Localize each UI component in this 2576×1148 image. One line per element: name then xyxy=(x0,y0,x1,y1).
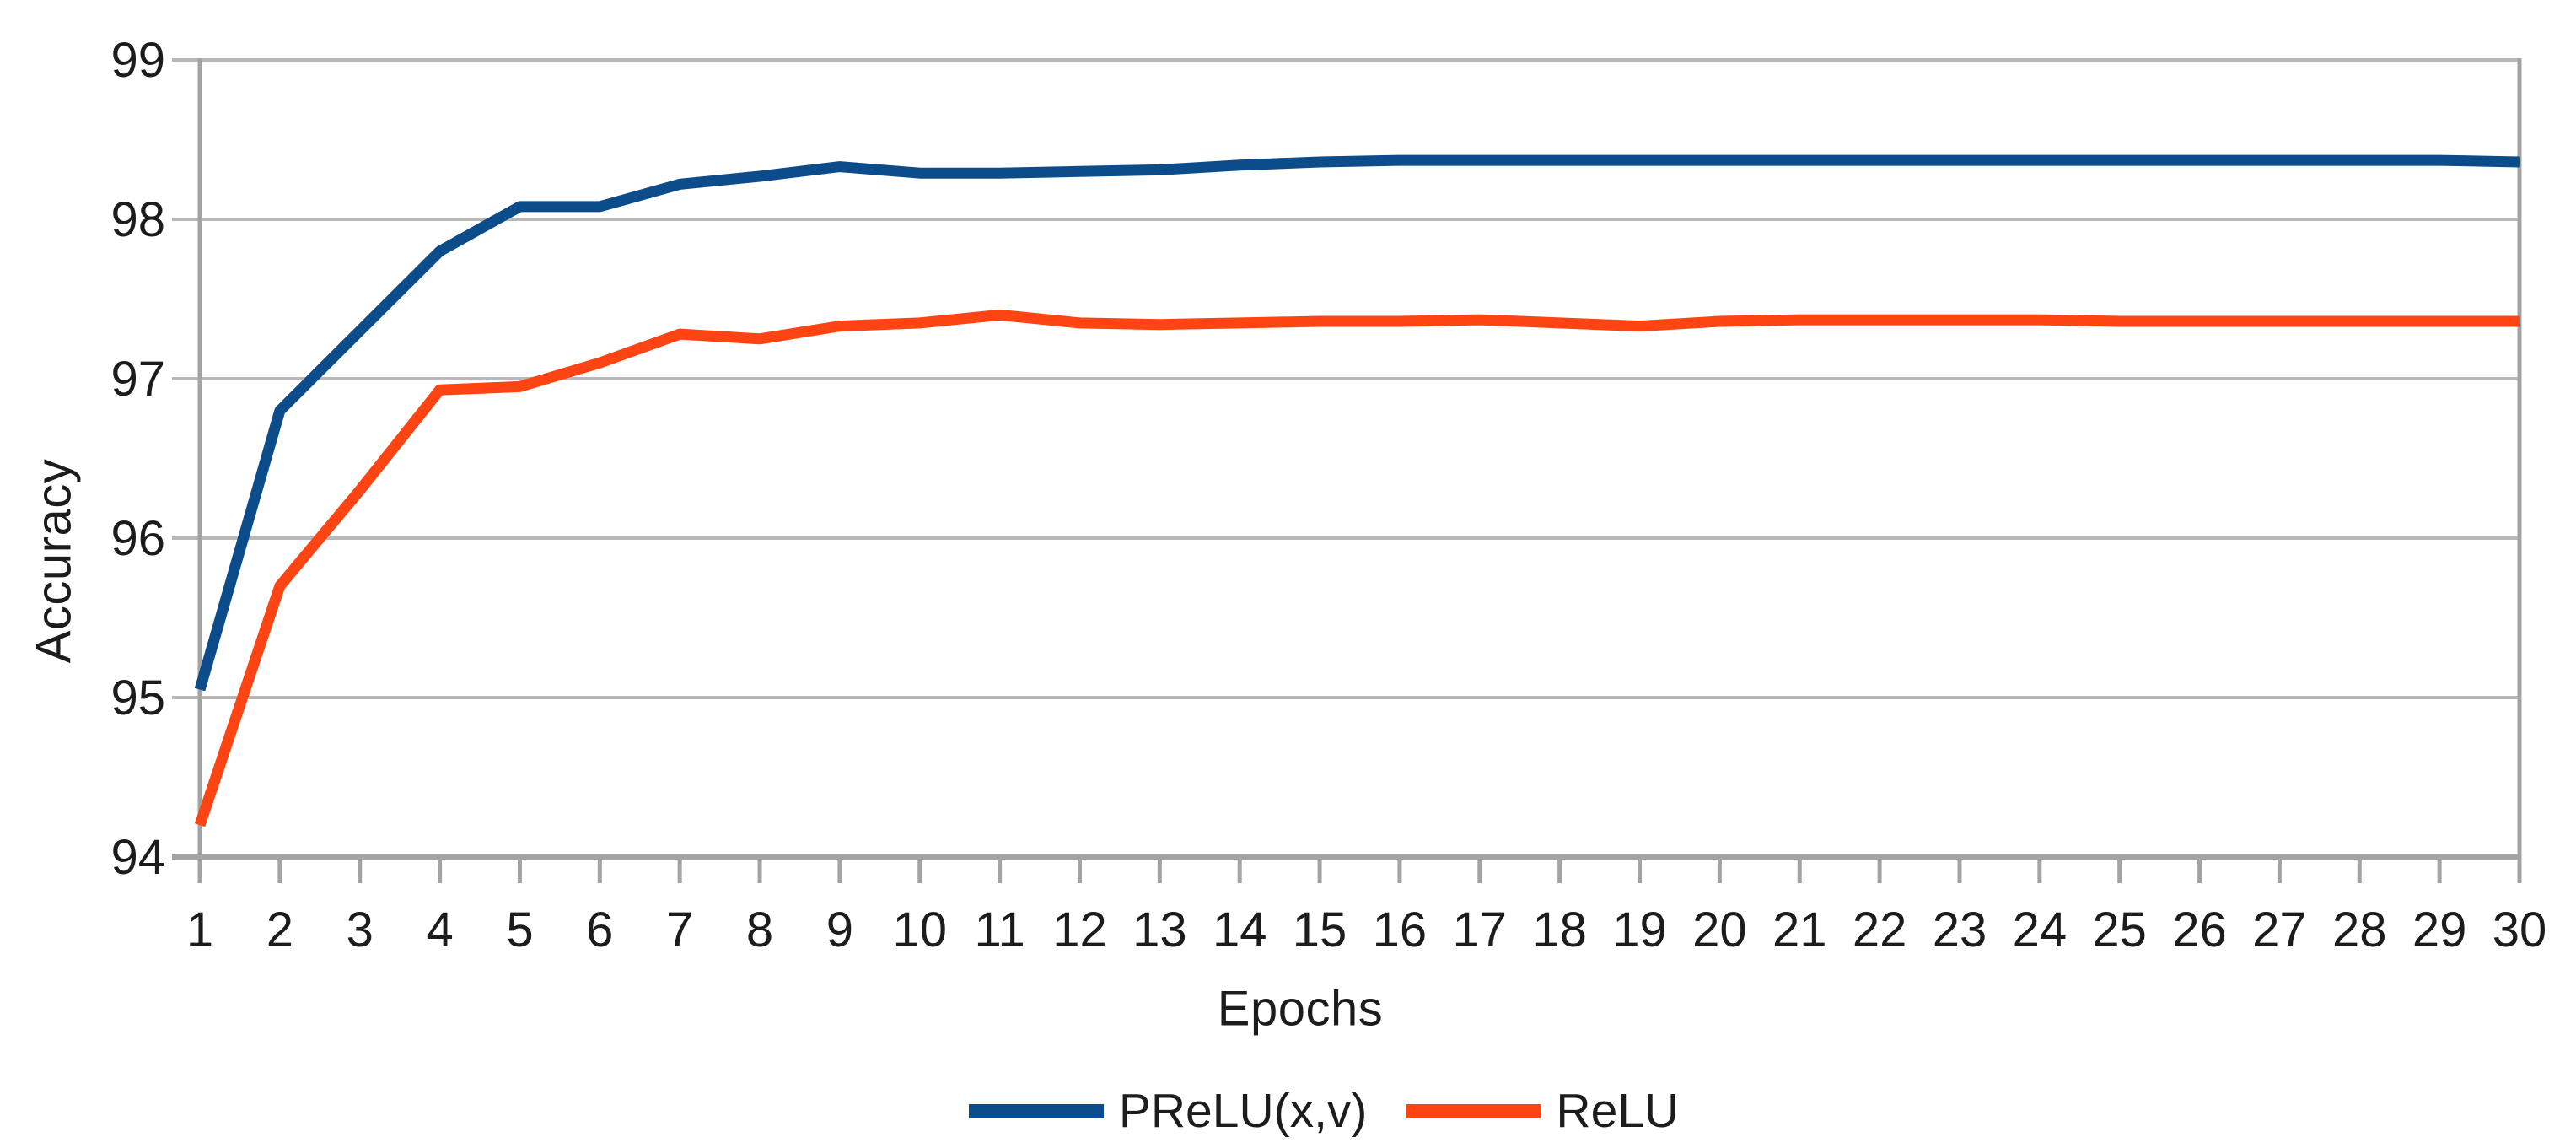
svg-text:10: 10 xyxy=(893,903,948,957)
legend-label-prelu: PReLU(x,v) xyxy=(1118,1084,1368,1138)
svg-text:94: 94 xyxy=(110,830,165,885)
svg-text:14: 14 xyxy=(1213,903,1267,957)
svg-text:98: 98 xyxy=(110,192,165,247)
legend-item-relu: ReLU xyxy=(1406,1083,1679,1139)
svg-text:18: 18 xyxy=(1532,903,1587,957)
svg-text:16: 16 xyxy=(1373,903,1428,957)
svg-text:4: 4 xyxy=(426,903,453,957)
y-axis-title: Accuracy xyxy=(26,458,82,664)
svg-text:3: 3 xyxy=(347,903,374,957)
svg-text:11: 11 xyxy=(975,903,1025,957)
svg-text:20: 20 xyxy=(1692,903,1747,957)
x-axis-title: Epochs xyxy=(1217,981,1384,1037)
svg-text:25: 25 xyxy=(2092,903,2147,957)
svg-text:99: 99 xyxy=(110,33,165,88)
svg-text:17: 17 xyxy=(1453,903,1508,957)
svg-text:26: 26 xyxy=(2172,903,2227,957)
svg-text:28: 28 xyxy=(2332,903,2387,957)
relu-line-swatch-icon xyxy=(1406,1103,1541,1118)
svg-text:95: 95 xyxy=(110,671,165,725)
legend-item-prelu: PReLU(x,v) xyxy=(968,1083,1368,1139)
svg-text:29: 29 xyxy=(2412,903,2467,957)
legend-label-relu: ReLU xyxy=(1556,1084,1680,1138)
svg-text:19: 19 xyxy=(1612,903,1667,957)
svg-text:24: 24 xyxy=(2013,903,2068,957)
svg-text:30: 30 xyxy=(2493,903,2547,957)
svg-text:12: 12 xyxy=(1052,903,1107,957)
svg-text:8: 8 xyxy=(746,903,773,957)
svg-text:5: 5 xyxy=(506,903,533,957)
svg-text:13: 13 xyxy=(1132,903,1187,957)
legend: PReLU(x,v) ReLU xyxy=(885,1083,1762,1139)
prelu-line-swatch-icon xyxy=(968,1103,1104,1118)
svg-text:9: 9 xyxy=(826,903,853,957)
svg-text:6: 6 xyxy=(586,903,613,957)
svg-text:23: 23 xyxy=(1933,903,1987,957)
svg-text:22: 22 xyxy=(1853,903,1907,957)
svg-text:27: 27 xyxy=(2252,903,2307,957)
svg-text:1: 1 xyxy=(186,903,213,957)
svg-text:21: 21 xyxy=(1772,903,1827,957)
svg-text:7: 7 xyxy=(666,903,693,957)
svg-text:2: 2 xyxy=(266,903,293,957)
svg-text:97: 97 xyxy=(110,352,165,407)
svg-text:96: 96 xyxy=(110,511,165,566)
svg-text:15: 15 xyxy=(1293,903,1347,957)
